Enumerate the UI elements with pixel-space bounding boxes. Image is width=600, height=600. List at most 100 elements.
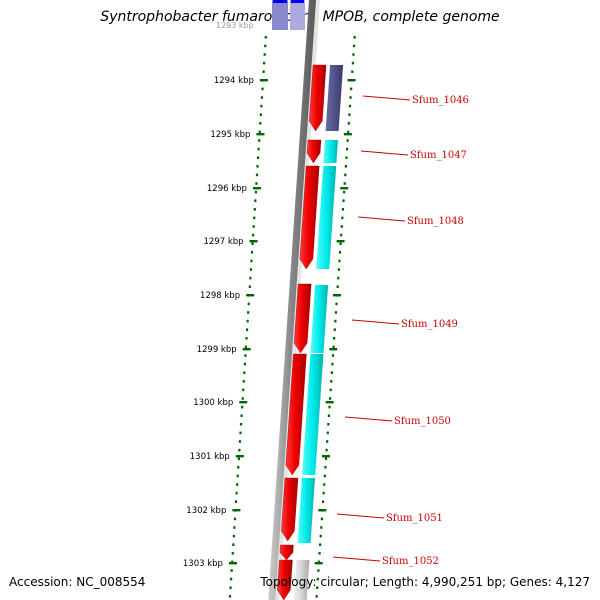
scale-dot xyxy=(338,251,342,254)
scale-dot xyxy=(261,87,264,91)
accession-label: Accession: NC_008554 xyxy=(9,575,146,589)
scale-tick-right xyxy=(340,187,349,190)
scale-tick-label: 1303 kbp xyxy=(183,559,223,569)
scale-dot xyxy=(242,380,245,383)
gene-label: Sfum_1047 xyxy=(410,150,467,161)
scale-dot xyxy=(245,328,249,331)
scale-tick-right xyxy=(332,294,341,297)
gene-label: Sfum_1050 xyxy=(394,416,451,427)
forward-gene-arrow xyxy=(277,559,293,600)
scale-dot xyxy=(263,61,266,65)
scale-dot xyxy=(243,371,246,374)
gene-leader-line xyxy=(362,95,411,101)
scale-dot xyxy=(331,362,334,366)
gene-label: Sfum_1049 xyxy=(401,319,458,330)
scale-dot xyxy=(263,53,266,56)
scale-dot xyxy=(254,190,257,194)
scale-dot xyxy=(344,173,347,177)
scale-tick xyxy=(232,509,241,512)
scale-dot xyxy=(256,156,260,159)
scale-tick-right xyxy=(336,240,345,243)
scale-dot xyxy=(317,560,321,564)
scale-dot xyxy=(339,242,342,245)
scale-dot xyxy=(341,216,344,220)
partial-tick-label: 1293 kbp xyxy=(216,21,254,30)
scale-dot xyxy=(239,431,242,435)
scale-dot xyxy=(235,491,238,495)
scale-dot xyxy=(333,337,336,340)
scale-dot xyxy=(233,526,236,529)
scale-dot xyxy=(328,397,332,400)
scale-dot xyxy=(262,70,265,73)
gene-label: Sfum_1048 xyxy=(407,216,464,227)
scale-dot xyxy=(234,500,238,503)
scale-dot xyxy=(245,337,248,340)
scale-dot xyxy=(247,302,250,306)
scale-dot xyxy=(239,423,243,426)
scale-tick-label: 1296 kbp xyxy=(207,184,247,194)
scale-dot xyxy=(258,139,261,142)
scale-tick-label: 1298 kbp xyxy=(200,291,240,301)
scale-dot xyxy=(338,259,341,263)
scale-dot xyxy=(316,586,319,589)
gene-leader-line xyxy=(344,416,393,422)
gene-label: Sfum_1046 xyxy=(412,95,469,106)
scale-tick-label: 1295 kbp xyxy=(210,130,250,140)
scale-dot xyxy=(231,560,234,564)
scale-dot xyxy=(342,199,345,202)
scale-dot xyxy=(253,216,256,220)
scale-dot xyxy=(324,457,328,460)
scale-dot xyxy=(335,302,338,306)
scale-dot xyxy=(233,517,237,521)
scale-tick-right xyxy=(314,562,323,565)
scale-dot xyxy=(315,595,318,598)
top-fragment-feature xyxy=(273,0,287,3)
forward-gene-arrow xyxy=(281,477,299,542)
scale-dot xyxy=(345,156,348,159)
scale-tick xyxy=(259,79,268,82)
scale-dot xyxy=(343,190,346,194)
scale-dot xyxy=(323,474,326,478)
scale-dot xyxy=(347,130,350,134)
scale-tick-right xyxy=(321,455,330,458)
forward-gene-arrow xyxy=(299,165,320,270)
scale-dot xyxy=(251,242,254,245)
scale-dot xyxy=(349,96,352,99)
scale-tick-right xyxy=(347,79,356,82)
scale-dot xyxy=(337,268,340,271)
scale-dot xyxy=(350,87,353,91)
scale-dot xyxy=(324,466,327,469)
scale-line-right xyxy=(315,36,356,598)
scale-dot xyxy=(353,36,356,39)
scale-dot xyxy=(317,569,320,572)
scale-dot xyxy=(231,552,234,555)
scale-dot xyxy=(344,165,347,168)
scale-dot xyxy=(253,208,256,211)
scale-dot xyxy=(326,431,329,435)
scale-dot xyxy=(238,440,242,443)
scale-dot xyxy=(330,380,333,383)
scale-dot xyxy=(322,491,325,495)
scale-tick xyxy=(249,240,258,243)
scale-dot xyxy=(345,147,349,151)
scale-dot xyxy=(319,543,322,546)
scale-dot xyxy=(248,285,251,288)
scale-line-left xyxy=(228,36,267,598)
scale-dot xyxy=(256,165,259,168)
gene-leader-line xyxy=(360,150,409,156)
highlighted-gene-bar xyxy=(325,65,344,131)
scale-dot xyxy=(237,457,240,460)
scale-dot xyxy=(243,362,246,366)
reverse-gene-bar xyxy=(310,285,329,353)
scale-dot xyxy=(343,182,346,185)
scale-tick-right xyxy=(325,401,334,404)
scale-dot xyxy=(351,70,354,73)
scale-dot xyxy=(258,130,261,134)
scale-dot xyxy=(327,423,330,426)
scale-dot xyxy=(236,483,239,486)
scale-tick-label: 1297 kbp xyxy=(204,237,244,247)
scale-dot xyxy=(228,595,232,598)
scale-dot xyxy=(329,388,332,392)
scale-dot xyxy=(252,225,255,228)
forward-gene-arrow xyxy=(285,353,307,476)
